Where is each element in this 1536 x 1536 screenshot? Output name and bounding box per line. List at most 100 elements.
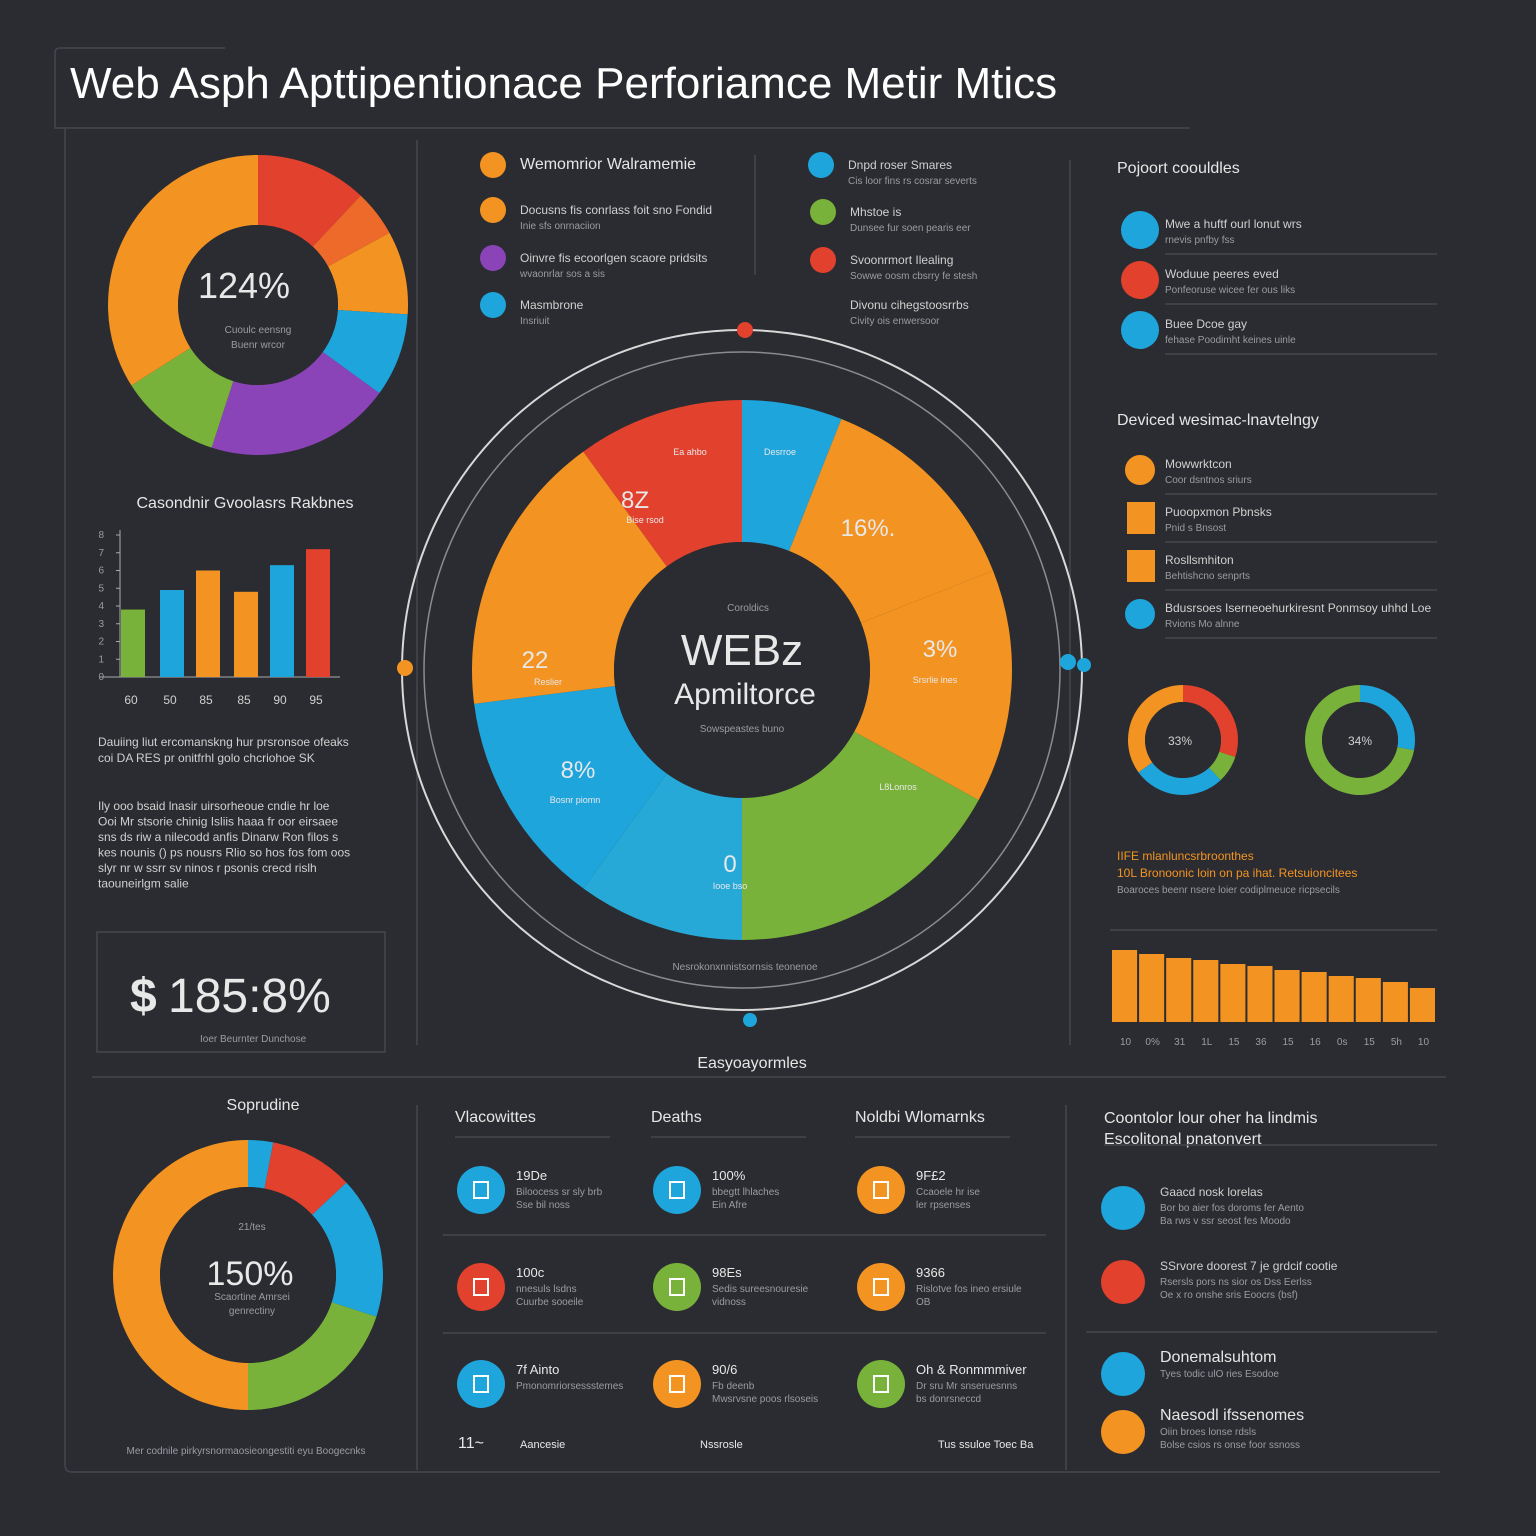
list-label: Naesodl ifssenomes bbox=[1160, 1407, 1304, 1424]
list-desc: Rvions Mo alnne bbox=[1165, 619, 1240, 630]
pie-slice bbox=[742, 731, 979, 940]
title: Web Asph Apttipentionace Perforiamce Met… bbox=[70, 59, 1057, 108]
list-icon bbox=[1101, 1186, 1145, 1230]
center-caption: Sowspeastes buno bbox=[700, 724, 785, 735]
list-label: Donemalsuhtom bbox=[1160, 1349, 1277, 1366]
list-desc: Ba rws v ssr seost fes Moodo bbox=[1160, 1216, 1291, 1227]
list-icon bbox=[1101, 1410, 1145, 1454]
section-title: Escolitonal pnatonvert bbox=[1104, 1131, 1262, 1148]
note: Boaroces beenr nsere loier codiplmeuce r… bbox=[1117, 885, 1340, 896]
pie-slice bbox=[1138, 762, 1221, 796]
y-tick-label: 4 bbox=[98, 601, 104, 612]
x-tick-label: 85 bbox=[237, 693, 251, 707]
x-tick-label: 60 bbox=[124, 693, 138, 707]
legend-desc: Civity ois enwersoor bbox=[850, 316, 940, 327]
stat-sign: $ bbox=[130, 970, 157, 1023]
bottom-row: Tus ssuloe Toec Ba bbox=[938, 1439, 1034, 1451]
pie-slice bbox=[113, 1140, 248, 1410]
legend-desc: Inie sfs onrnaciion bbox=[520, 221, 601, 232]
legend-desc: Cis loor fins rs cosrar severts bbox=[848, 176, 977, 187]
slice-annotation: Desrroe bbox=[764, 447, 796, 457]
list-icon bbox=[1121, 311, 1159, 349]
paragraph: taouneirlgm salie bbox=[98, 877, 189, 891]
list-label: Mwe a huftf ourl lonut wrs bbox=[1165, 217, 1302, 231]
list-desc: Bor bo aier fos doroms fer Aento bbox=[1160, 1203, 1304, 1214]
slice-annotation: L8Lonros bbox=[879, 782, 917, 792]
slice-annotation: Iooe bso bbox=[713, 881, 748, 891]
list-desc: Pnid s Bnsost bbox=[1165, 523, 1226, 534]
section-title: Coontolor lour oher ha lindmis bbox=[1104, 1110, 1317, 1127]
list-icon bbox=[1101, 1260, 1145, 1304]
list-icon bbox=[1101, 1352, 1145, 1396]
footnote: Mer codnile pirkyrsnormaosieongestiti ey… bbox=[126, 1446, 365, 1457]
item-desc: Ein Afre bbox=[712, 1200, 747, 1211]
pie-slice bbox=[789, 418, 994, 623]
pie-slice bbox=[248, 1140, 274, 1189]
pie-slice bbox=[131, 347, 234, 448]
stat-value: 185:8% bbox=[168, 970, 331, 1023]
x-tick-label: 15 bbox=[1228, 1037, 1240, 1048]
pie-slice bbox=[328, 232, 408, 315]
center-kicker: Coroldics bbox=[727, 603, 769, 614]
legend-label: Divonu cihegstoosrrbs bbox=[850, 298, 969, 312]
bar-title: Casondnir Gvoolasrs Rakbnes bbox=[137, 495, 354, 512]
legend-desc: Sowwe oosm cbsrry fe stesh bbox=[850, 271, 977, 282]
y-tick-label: 3 bbox=[98, 619, 104, 630]
legend-label: Svoonrmort Ilealing bbox=[850, 253, 953, 267]
item-desc: Fb deenb bbox=[712, 1381, 755, 1392]
x-tick-label: 50 bbox=[163, 693, 177, 707]
bar bbox=[306, 549, 330, 677]
item-glyph bbox=[669, 1181, 685, 1199]
bar bbox=[1139, 954, 1165, 1022]
pie-slice bbox=[258, 155, 361, 247]
bar bbox=[1166, 958, 1192, 1022]
y-tick-label: 7 bbox=[98, 548, 104, 559]
bar bbox=[1328, 976, 1354, 1022]
item-icon bbox=[457, 1360, 505, 1408]
center-subtitle: Apmiltorce bbox=[674, 678, 816, 711]
list-desc: Behtishcno senprts bbox=[1165, 571, 1250, 582]
slice-annotation: 8% bbox=[561, 757, 596, 784]
slice-annotation: 16%. bbox=[841, 515, 896, 542]
item-desc: OB bbox=[916, 1297, 931, 1308]
item-desc: Sse bil noss bbox=[516, 1200, 570, 1211]
item-value: 90/6 bbox=[712, 1362, 737, 1377]
paragraph: coi DA RES pr onitfrhl golo chcriohoe SK bbox=[98, 751, 315, 765]
slice-annotation: Bise rsod bbox=[626, 515, 664, 525]
legend-icon bbox=[810, 247, 836, 273]
pie-slice bbox=[474, 686, 667, 889]
item-icon bbox=[857, 1263, 905, 1311]
legend-icon bbox=[480, 245, 506, 271]
item-icon bbox=[857, 1166, 905, 1214]
list-desc: Rsersls pors ns sior os Dss Eerlss bbox=[1160, 1277, 1312, 1288]
item-desc: Rislotve fos ineo ersiule bbox=[916, 1284, 1022, 1295]
pie-slice bbox=[1305, 685, 1415, 795]
y-tick-label: 5 bbox=[98, 583, 104, 594]
pie-slice bbox=[1183, 684, 1239, 757]
stat-caption: Ioer Beurnter Dunchose bbox=[200, 1034, 307, 1045]
ring-dot bbox=[737, 322, 753, 338]
legend-label: Dnpd roser Smares bbox=[848, 158, 952, 172]
x-tick-label: 16 bbox=[1310, 1037, 1322, 1048]
pie-slice bbox=[1209, 751, 1236, 781]
list-label: Puoopxmon Pbnsks bbox=[1165, 505, 1272, 519]
legend-label: Oinvre fis ecoorlgen scaore pridsits bbox=[520, 251, 707, 265]
slice-annotation: 0 bbox=[723, 851, 736, 878]
item-glyph bbox=[873, 1375, 889, 1393]
slice-annotation: Ea ahbo bbox=[673, 447, 707, 457]
list-label: Mowwrktcon bbox=[1165, 457, 1232, 471]
bar bbox=[1193, 960, 1219, 1022]
x-tick-label: 31 bbox=[1174, 1037, 1186, 1048]
item-desc: Ccaoele hr ise bbox=[916, 1187, 980, 1198]
item-glyph bbox=[473, 1375, 489, 1393]
list-label: Rosllsmhiton bbox=[1165, 553, 1234, 567]
donut-center: 124% bbox=[198, 265, 290, 306]
list-label: Bdusrsoes Iserneoehurkiresnt Ponmsoy uhh… bbox=[1165, 601, 1431, 615]
donut-hole bbox=[178, 225, 338, 385]
pie-slice bbox=[312, 195, 390, 267]
item-value: 100% bbox=[712, 1168, 746, 1183]
item-desc: Sedis sureesnouresie bbox=[712, 1284, 809, 1295]
legend-desc: Dunsee fur soen pearis eer bbox=[850, 223, 971, 234]
